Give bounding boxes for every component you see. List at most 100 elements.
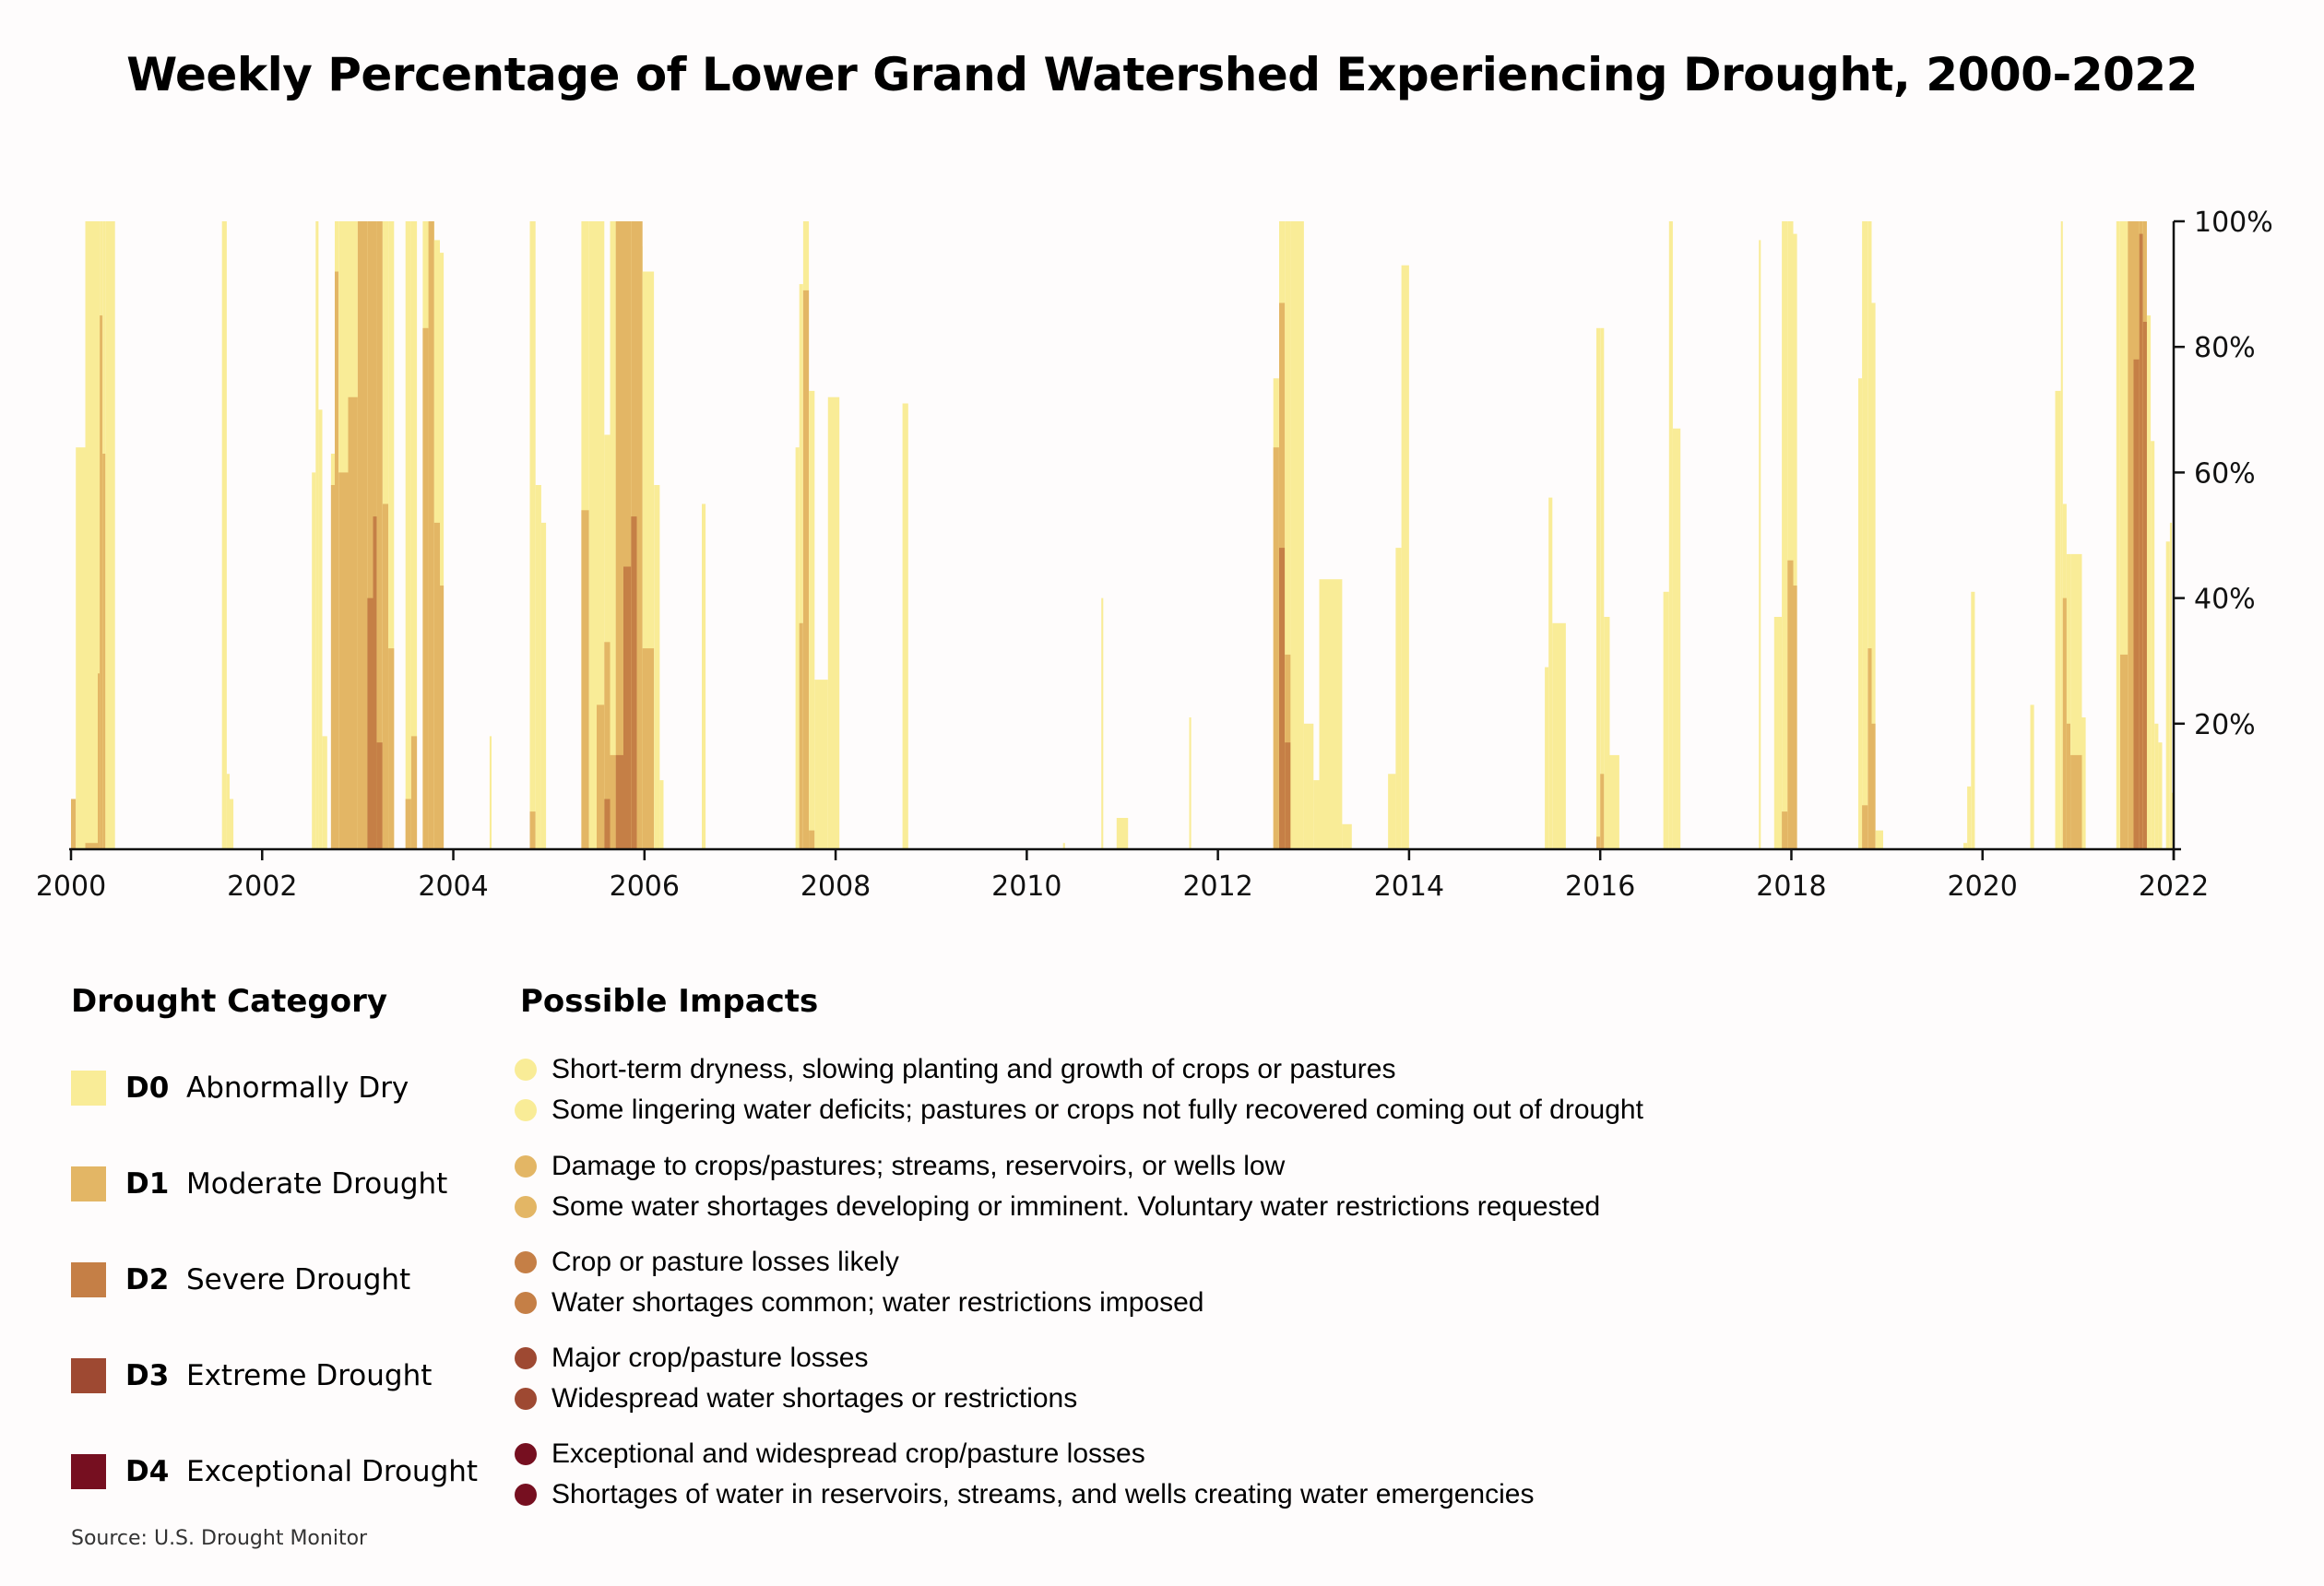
impact-item: Water shortages common; water restrictio… <box>515 1283 1204 1323</box>
bar-d0 <box>588 221 597 849</box>
x-tick-label: 2000 <box>36 870 106 903</box>
bar-d1 <box>615 221 623 849</box>
bar-d0 <box>604 434 611 849</box>
bar-d0 <box>902 403 908 849</box>
legend-label: Abnormally Dry <box>186 1071 409 1105</box>
legend-item-d3: D3 Extreme Drought <box>71 1356 432 1395</box>
bar-d1 <box>2128 221 2134 849</box>
y-tick-label: 20% <box>2194 709 2256 741</box>
bar-d1 <box>405 799 411 849</box>
impact-item: Exceptional and widespread crop/pasture … <box>515 1434 1534 1474</box>
impacts-title: Possible Impacts <box>520 983 819 1020</box>
x-tick-label: 2004 <box>418 870 488 903</box>
bar-d0 <box>1062 843 1065 849</box>
bar-d1 <box>410 736 418 849</box>
impact-item: Some lingering water deficits; pastures … <box>515 1090 1643 1130</box>
drought-chart: 2000 2002 2004 2006 2008 2010 2012 2014 2016 2018… <box>36 207 2273 903</box>
bar-d1 <box>98 673 101 849</box>
impact-text: Shortages of water in reservoirs, stream… <box>551 1479 1535 1509</box>
legend-code: D2 <box>125 1263 170 1296</box>
bar-d2 <box>367 598 374 849</box>
impact-item: Some water shortages developing or immin… <box>515 1187 1600 1227</box>
bar-d0 <box>1319 579 1343 849</box>
x-tick-label: 2020 <box>1948 870 2018 903</box>
bar-d1 <box>85 843 98 849</box>
impact-text: Major crop/pasture losses <box>551 1343 869 1373</box>
bar-d1 <box>1782 811 1788 849</box>
bar-d1 <box>529 811 536 849</box>
y-tick-label: 80% <box>2194 332 2256 364</box>
impact-item: Widespread water shortages or restrictio… <box>515 1379 1077 1419</box>
impact-item: Shortages of water in reservoirs, stream… <box>515 1474 1534 1515</box>
impact-item: Major crop/pasture losses <box>515 1338 1077 1379</box>
bar-d1 <box>1862 805 1868 849</box>
impact-group-d1: Damage to crops/pastures; streams, reser… <box>515 1146 1600 1227</box>
bar-d0 <box>1759 240 1761 849</box>
legend-label: Severe Drought <box>186 1263 411 1296</box>
legend-item-d2: D2 Severe Drought <box>71 1261 410 1299</box>
bar-d0 <box>1548 497 1553 849</box>
bar-d1 <box>433 522 440 849</box>
bar-d1 <box>102 454 106 849</box>
bar-d0 <box>1545 667 1549 849</box>
d0-bullet-icon <box>515 1059 537 1081</box>
bar-d1 <box>335 271 339 849</box>
bar-d1 <box>597 704 605 849</box>
bar-d1 <box>71 799 77 849</box>
bar-d0 <box>1285 221 1291 849</box>
bar-d0 <box>315 221 319 849</box>
impact-item: Damage to crops/pastures; streams, reser… <box>515 1146 1600 1187</box>
bar-d1 <box>802 290 810 849</box>
bar-d0 <box>702 503 706 849</box>
impact-item: Crop or pasture losses likely <box>515 1242 1204 1283</box>
bar-d0 <box>2158 742 2163 849</box>
bar-d0 <box>1868 221 1872 849</box>
impact-text: Widespread water shortages or restrictio… <box>551 1383 1078 1414</box>
bar-d0 <box>1967 786 1972 849</box>
bar-d0 <box>322 736 327 849</box>
bar-d0 <box>489 736 492 849</box>
x-tick-label: 2008 <box>800 870 871 903</box>
bar-d1 <box>623 221 632 849</box>
bar-d0 <box>1401 265 1409 849</box>
bar-d1 <box>2120 654 2128 849</box>
bar-d0 <box>1600 327 1605 849</box>
d4-bullet-icon <box>515 1443 537 1465</box>
bar-d0 <box>221 221 227 849</box>
bar-d0 <box>1862 221 1868 849</box>
bar-d0 <box>1609 754 1619 849</box>
impact-text: Damage to crops/pastures; streams, reser… <box>551 1151 1286 1181</box>
bar-d0 <box>410 221 418 849</box>
bar-d0 <box>2154 723 2159 849</box>
bar-d0 <box>1793 233 1797 850</box>
legend-item-d4: D4 Exceptional Drought <box>71 1452 478 1491</box>
x-tick-label: 2014 <box>1374 870 1444 903</box>
bar-d1 <box>367 221 374 849</box>
x-tick-label: 2022 <box>2139 870 2209 903</box>
x-tick-label: 2010 <box>991 870 1061 903</box>
d3-swatch <box>71 1358 106 1393</box>
d3-bullet-icon <box>515 1388 537 1410</box>
bar-d0 <box>1787 221 1794 849</box>
bar-d0 <box>1552 622 1566 849</box>
bar-d2 <box>373 516 377 849</box>
d1-swatch <box>71 1166 106 1201</box>
impact-text: Some water shortages developing or immin… <box>551 1191 1601 1222</box>
bar-d0 <box>809 390 815 849</box>
legend-item-d1: D1 Moderate Drought <box>71 1165 447 1203</box>
bar-d0 <box>1342 823 1352 849</box>
bar-d1 <box>799 622 803 849</box>
impact-text: Short-term dryness, slowing planting and… <box>551 1054 1396 1084</box>
bar-d2 <box>623 566 632 849</box>
bar-d0 <box>1395 548 1402 849</box>
bar-d0 <box>799 284 803 850</box>
d1-bullet-icon <box>515 1196 537 1218</box>
bar-d0 <box>535 485 541 849</box>
bar-d2 <box>615 754 623 849</box>
bar-d0 <box>1604 617 1610 849</box>
bar-d1 <box>330 485 335 849</box>
chart-title: Weekly Percentage of Lower Grand Watersh… <box>126 48 2198 101</box>
d0-swatch <box>71 1071 106 1106</box>
bar-d1 <box>610 754 616 849</box>
bar-d0 <box>2081 717 2086 849</box>
